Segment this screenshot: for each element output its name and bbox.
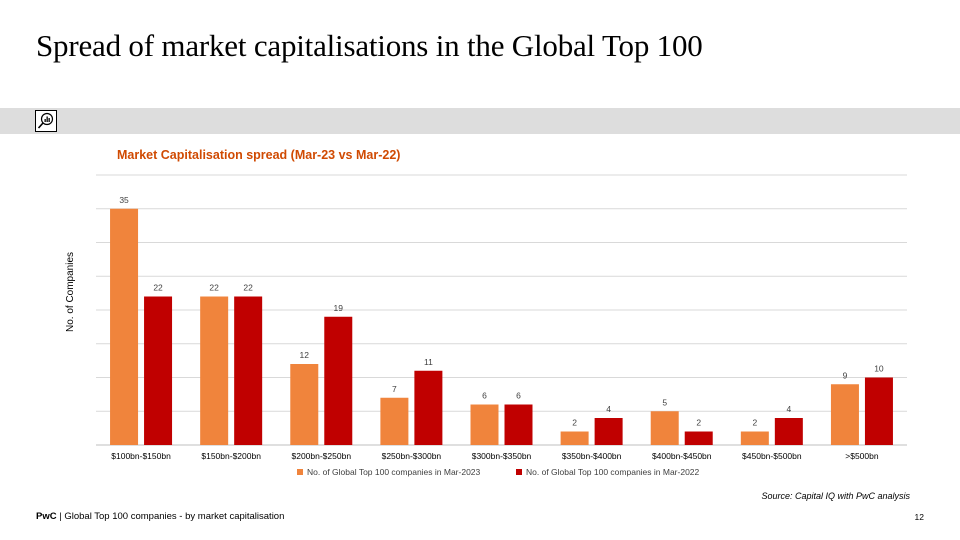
footer-separator: | <box>56 511 65 522</box>
bar-mar-2023 <box>470 404 499 445</box>
x-tick-label: $350bn-$400bn <box>562 451 622 461</box>
bar-mar-2022 <box>864 377 893 445</box>
data-label: 11 <box>424 357 433 367</box>
footer: PwC | Global Top 100 companies - by mark… <box>36 511 284 522</box>
bar-mar-2023 <box>290 364 319 445</box>
x-tick-label: >$500bn <box>845 451 879 461</box>
legend-swatch <box>516 469 522 475</box>
data-label: 22 <box>243 283 253 293</box>
bar-mar-2022 <box>504 404 533 445</box>
data-label: 4 <box>606 404 611 414</box>
bar-mar-2023 <box>200 296 229 445</box>
bar-mar-2022 <box>774 418 803 445</box>
data-label: 12 <box>300 350 310 360</box>
bar-mar-2022 <box>684 431 713 445</box>
bar-mar-2023 <box>650 411 679 445</box>
bar-mar-2022 <box>414 370 443 445</box>
section-band <box>0 108 960 134</box>
legend-swatch <box>297 469 303 475</box>
data-label: 35 <box>119 195 129 205</box>
data-label: 4 <box>786 404 791 414</box>
data-label: 2 <box>696 418 701 428</box>
footer-brand: PwC <box>36 511 57 522</box>
x-tick-label: $400bn-$450bn <box>652 451 712 461</box>
y-axis-label: No. of Companies <box>65 252 76 332</box>
x-tick-label: $200bn-$250bn <box>291 451 351 461</box>
page-number: 12 <box>914 512 924 522</box>
data-label: 22 <box>209 283 219 293</box>
bar-mar-2023 <box>830 384 859 445</box>
slide-title: Spread of market capitalisations in the … <box>36 28 703 63</box>
x-tick-label: $150bn-$200bn <box>201 451 261 461</box>
data-label: 6 <box>516 391 521 401</box>
data-label: 9 <box>843 370 848 380</box>
market-cap-bar-chart: Market Capitalisation spread (Mar-23 vs … <box>65 148 907 477</box>
x-tick-label: $300bn-$350bn <box>472 451 532 461</box>
bar-mar-2022 <box>594 418 623 445</box>
bar-mar-2022 <box>234 296 263 445</box>
x-tick-label: $250bn-$300bn <box>382 451 442 461</box>
footer-text: Global Top 100 companies - by market cap… <box>64 511 285 522</box>
magnifier-chart-icon <box>35 110 57 132</box>
data-label: 2 <box>752 418 757 428</box>
data-label: 22 <box>153 283 163 293</box>
bar-mar-2022 <box>144 296 173 445</box>
bar-mar-2023 <box>740 431 769 445</box>
data-label: 19 <box>334 303 344 313</box>
data-label: 6 <box>482 391 487 401</box>
chart-title: Market Capitalisation spread (Mar-23 vs … <box>117 148 400 162</box>
x-tick-label: $450bn-$500bn <box>742 451 802 461</box>
legend-label: No. of Global Top 100 companies in Mar-2… <box>526 467 700 477</box>
bar-mar-2023 <box>560 431 589 445</box>
data-label: 7 <box>392 384 397 394</box>
bar-mar-2023 <box>380 397 409 445</box>
legend-label: No. of Global Top 100 companies in Mar-2… <box>307 467 481 477</box>
bar-mar-2023 <box>110 208 139 445</box>
data-label: 2 <box>572 418 577 428</box>
source-note: Source: Capital IQ with PwC analysis <box>761 491 910 501</box>
data-label: 5 <box>662 397 667 407</box>
x-tick-label: $100bn-$150bn <box>111 451 171 461</box>
data-label: 10 <box>874 364 884 374</box>
bar-mar-2022 <box>324 316 353 445</box>
